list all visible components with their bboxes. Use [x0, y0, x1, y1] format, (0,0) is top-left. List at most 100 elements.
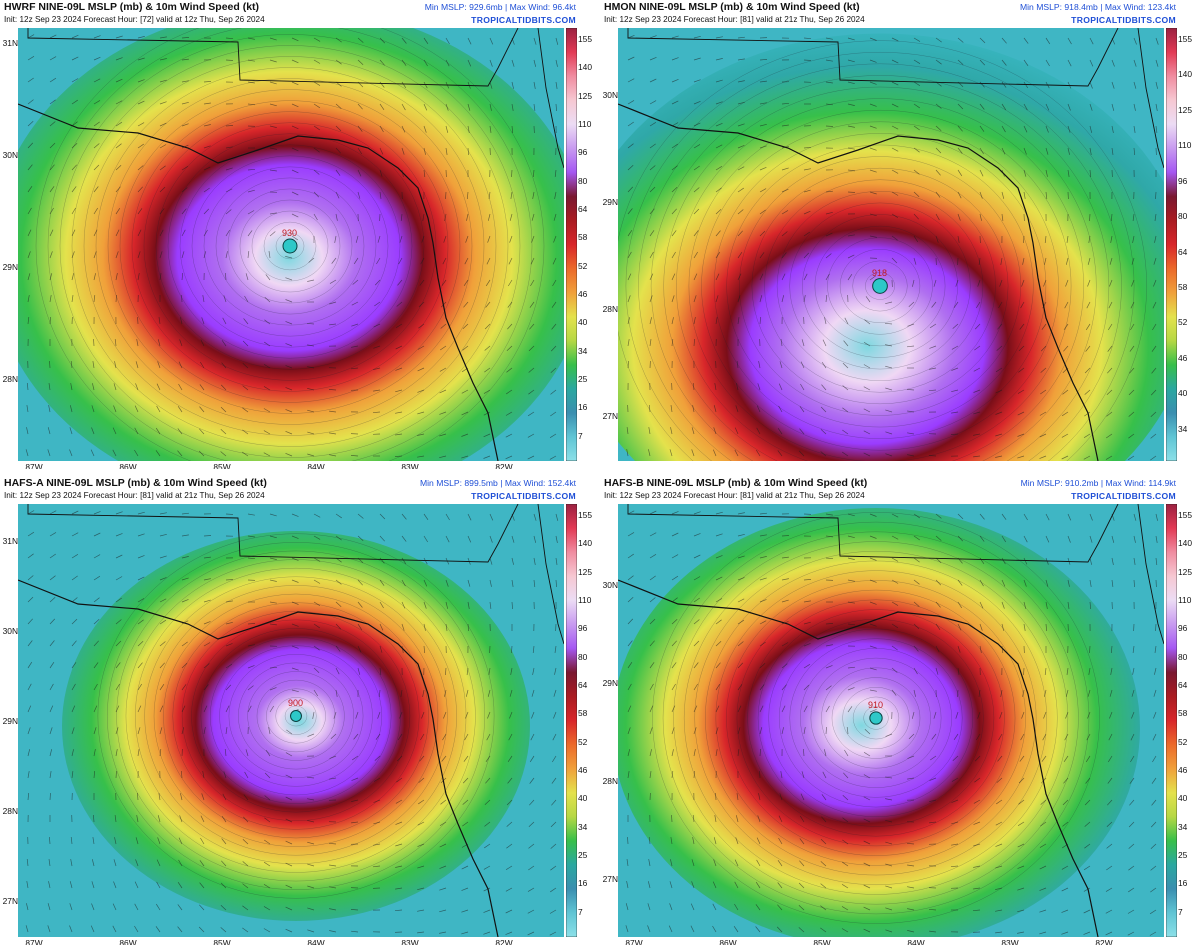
- colorbar-tick-label: 52: [1178, 317, 1188, 328]
- colorbar-tick-label: 110: [578, 119, 592, 129]
- colorbar-tick-label: 80: [578, 651, 588, 662]
- longitude-label: 87W: [625, 938, 643, 945]
- colorbar-tick-label: 52: [578, 736, 588, 747]
- panel-header: HMON NINE-09L MSLP (mb) & 10m Wind Speed…: [600, 0, 1194, 28]
- panel-subtitle: Init: 12z Sep 23 2024 Forecast Hour: [72…: [4, 15, 265, 24]
- colorbar-tick-label: 34: [1178, 423, 1188, 434]
- latitude-label: 31N: [2, 38, 18, 48]
- latitude-label: 27N: [2, 896, 18, 906]
- longitude-label: 87W: [25, 938, 43, 945]
- colorbar-tick-label: 40: [1178, 388, 1188, 399]
- longitude-label: 86W: [119, 938, 137, 945]
- model-panel-hwrf: HWRF NINE-09L MSLP (mb) & 10m Wind Speed…: [0, 0, 594, 469]
- colorbar-tick-label: 16: [578, 878, 588, 889]
- colorbar-tick-label: 125: [578, 566, 592, 577]
- latitude-label: 28N: [602, 304, 618, 314]
- colorbar-tick-label: 58: [1178, 281, 1188, 292]
- longitude-label: 82W: [495, 938, 513, 945]
- latitude-label: 28N: [602, 776, 618, 786]
- colorbar-tick-label: 155: [1178, 510, 1192, 520]
- colorbar-tick-label: 96: [1178, 175, 1188, 186]
- colorbar-tick-label: 80: [1178, 211, 1188, 222]
- brand-label: TROPICALTIDBITS.COM: [471, 491, 576, 501]
- panel-header: HAFS-A NINE-09L MSLP (mb) & 10m Wind Spe…: [0, 476, 594, 504]
- colorbar-tick-label: 7: [578, 906, 583, 917]
- colorbar-tick-label: 58: [1178, 708, 1188, 719]
- colorbar-tick-label: 7: [578, 430, 583, 441]
- latitude-label: 30N: [2, 150, 18, 160]
- colorbar-tick-label: 34: [578, 345, 588, 356]
- model-panel-hmon: HMON NINE-09L MSLP (mb) & 10m Wind Speed…: [600, 0, 1194, 469]
- center-pressure-label: 910: [868, 700, 883, 710]
- longitude-label: 85W: [213, 462, 231, 469]
- colorbar-tick-label: 125: [1178, 104, 1192, 115]
- colorbar-tick-label: 46: [1178, 765, 1188, 775]
- wind-colorbar: [1165, 503, 1178, 938]
- min-max-readout: Min MSLP: 929.6mb | Max Wind: 96.4kt: [424, 2, 576, 12]
- colorbar-tick-label: 110: [578, 595, 592, 605]
- center-pressure-label: 900: [288, 698, 303, 708]
- colorbar-tick-label: 140: [1178, 538, 1192, 549]
- latitude-label: 30N: [602, 90, 618, 100]
- colorbar-tick-label: 46: [578, 289, 588, 299]
- colorbar-tick-label: 64: [1178, 680, 1188, 690]
- panel-subtitle: Init: 12z Sep 23 2024 Forecast Hour: [81…: [604, 15, 865, 24]
- colorbar-tick-label: 64: [578, 680, 588, 690]
- colorbar-tick-label: 155: [578, 510, 592, 520]
- latitude-label: 28N: [2, 806, 18, 816]
- colorbar-tick-label: 58: [578, 708, 588, 719]
- colorbar-tick-label: 110: [1178, 140, 1192, 151]
- latitude-label: 30N: [602, 580, 618, 590]
- wind-colorbar: [1165, 27, 1178, 462]
- colorbar-tick-label: 46: [578, 765, 588, 775]
- wind-colorbar: [565, 503, 578, 938]
- colorbar-tick-label: 25: [1178, 850, 1188, 860]
- longitude-label: 83W: [401, 938, 419, 945]
- panel-title: HAFS-A NINE-09L MSLP (mb) & 10m Wind Spe…: [4, 477, 267, 489]
- brand-label: TROPICALTIDBITS.COM: [471, 15, 576, 25]
- colorbar-tick-label: 40: [1178, 793, 1188, 804]
- colorbar-tick-label: 16: [578, 402, 588, 413]
- wind-colorbar: [565, 27, 578, 462]
- colorbar-tick-label: 34: [1178, 821, 1188, 832]
- colorbar-tick-label: 46: [1178, 352, 1188, 363]
- latitude-label: 29N: [602, 678, 618, 688]
- colorbar-tick-label: 96: [578, 147, 588, 158]
- longitude-label: 82W: [495, 462, 513, 469]
- colorbar-tick-label: 125: [1178, 566, 1192, 577]
- longitude-label: 86W: [119, 462, 137, 469]
- colorbar-tick-label: 80: [578, 175, 588, 186]
- panel-header: HAFS-B NINE-09L MSLP (mb) & 10m Wind Spe…: [600, 476, 1194, 504]
- longitude-label: 83W: [1001, 938, 1019, 945]
- longitude-label: 86W: [719, 938, 737, 945]
- colorbar-tick-label: 125: [578, 90, 592, 101]
- longitude-label: 84W: [307, 462, 325, 469]
- colorbar-tick-label: 155: [578, 34, 592, 44]
- latitude-label: 29N: [2, 262, 18, 272]
- panel-subtitle: Init: 12z Sep 23 2024 Forecast Hour: [81…: [604, 491, 865, 500]
- longitude-label: 84W: [307, 938, 325, 945]
- min-max-readout: Min MSLP: 910.2mb | Max Wind: 114.9kt: [1020, 478, 1176, 488]
- colorbar-tick-label: 52: [578, 260, 588, 271]
- colorbar-tick-label: 25: [578, 374, 588, 384]
- latitude-label: 29N: [2, 716, 18, 726]
- colorbar-tick-label: 40: [578, 317, 588, 328]
- model-panel-hafs-b: HAFS-B NINE-09L MSLP (mb) & 10m Wind Spe…: [600, 476, 1194, 945]
- min-max-readout: Min MSLP: 899.5mb | Max Wind: 152.4kt: [419, 478, 576, 488]
- colorbar-tick-label: 96: [1178, 623, 1188, 634]
- wind-map: 918: [618, 28, 1164, 461]
- panel-header: HWRF NINE-09L MSLP (mb) & 10m Wind Speed…: [0, 0, 594, 28]
- wind-map: 910: [618, 504, 1164, 937]
- longitude-label: 82W: [1095, 938, 1113, 945]
- colorbar-tick-label: 16: [1178, 878, 1188, 889]
- colorbar-tick-label: 140: [578, 62, 592, 73]
- colorbar-tick-label: 52: [1178, 736, 1188, 747]
- wind-map: 900: [18, 504, 564, 937]
- longitude-label: 85W: [813, 938, 831, 945]
- latitude-label: 30N: [2, 626, 18, 636]
- latitude-label: 31N: [2, 536, 18, 546]
- latitude-label: 27N: [602, 874, 618, 884]
- longitude-label: 87W: [25, 462, 43, 469]
- latitude-label: 28N: [2, 374, 18, 384]
- colorbar-tick-label: 140: [578, 538, 592, 549]
